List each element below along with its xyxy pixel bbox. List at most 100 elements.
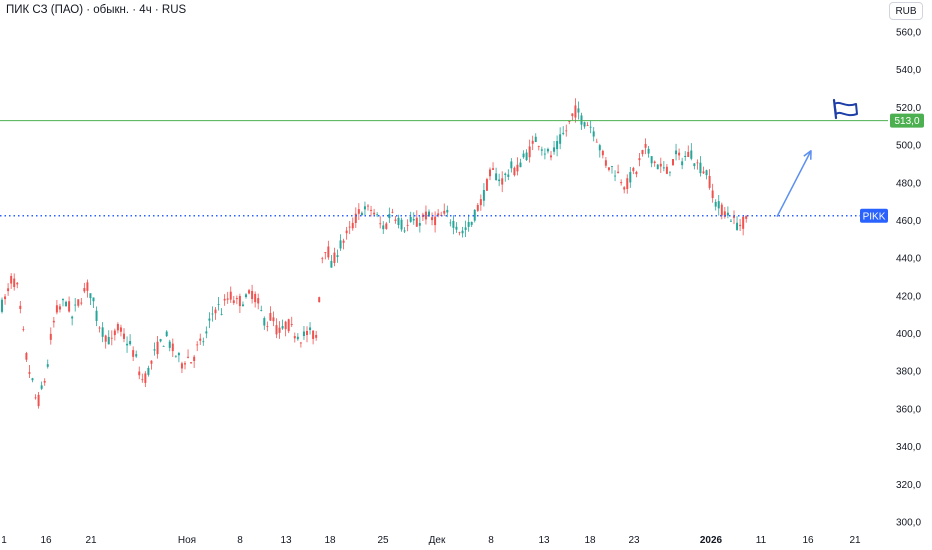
candle xyxy=(571,113,574,121)
candle xyxy=(309,322,312,335)
candle-body xyxy=(306,330,308,336)
candle-body xyxy=(482,190,485,201)
candle-body xyxy=(717,201,720,209)
symbol-label: PIKK xyxy=(863,211,886,222)
candle-body xyxy=(720,204,723,216)
candle xyxy=(287,318,290,334)
candle-body xyxy=(293,336,296,339)
candle-body xyxy=(110,337,113,339)
candle-body xyxy=(687,151,690,157)
candle-body xyxy=(248,290,251,294)
candle xyxy=(89,293,92,306)
candle xyxy=(586,122,589,126)
candle-body xyxy=(254,293,257,303)
x-tick-label: 16 xyxy=(802,535,814,546)
candle-body xyxy=(626,178,629,190)
candle xyxy=(513,166,516,177)
candle xyxy=(559,127,562,150)
candle xyxy=(476,202,479,212)
candle-body xyxy=(672,159,674,166)
candle xyxy=(357,203,360,221)
candle-body xyxy=(458,232,461,234)
price-axis-area[interactable] xyxy=(888,0,932,550)
currency-selector[interactable]: RUB xyxy=(889,2,923,20)
candle xyxy=(190,362,193,364)
candle xyxy=(656,163,659,170)
time-axis[interactable]: 1 16 21 Ноя 8 13 18 25 Дек 8 13 18 23 2026 11 16 21 xyxy=(1,535,861,546)
candle xyxy=(711,183,714,203)
flag-icon[interactable] xyxy=(832,98,858,120)
candle xyxy=(668,171,671,177)
y-tick-label: 460,0 xyxy=(896,216,921,227)
candle xyxy=(745,215,748,223)
candle xyxy=(589,120,592,134)
candle-body xyxy=(199,338,202,341)
candle xyxy=(342,238,345,250)
candle-body xyxy=(403,230,406,232)
candle xyxy=(330,254,333,268)
candle-body xyxy=(376,214,379,216)
candle xyxy=(720,202,723,220)
candle-body xyxy=(187,356,190,358)
candle xyxy=(144,371,147,388)
candle-body xyxy=(492,168,495,170)
candle xyxy=(232,295,235,305)
candle xyxy=(519,158,522,168)
x-tick-label: 21 xyxy=(85,535,97,546)
candle xyxy=(556,135,559,157)
candle xyxy=(299,341,302,348)
candle xyxy=(260,305,263,312)
candle-body xyxy=(266,326,269,328)
candle xyxy=(184,361,186,370)
candle xyxy=(333,247,336,267)
candle xyxy=(376,212,379,218)
candle-body xyxy=(28,372,31,374)
candle xyxy=(141,373,144,383)
candle-body xyxy=(49,333,52,340)
candle xyxy=(217,296,220,311)
candle xyxy=(562,126,565,136)
candle xyxy=(37,392,40,409)
candle xyxy=(397,214,400,229)
candle xyxy=(7,283,10,296)
candle-body xyxy=(543,153,546,155)
candle-body xyxy=(141,379,144,381)
candle xyxy=(77,299,80,308)
candle xyxy=(123,328,125,343)
candle xyxy=(641,149,644,157)
candle xyxy=(324,252,327,260)
candle xyxy=(729,219,732,222)
candle-body xyxy=(546,148,549,152)
candle-body xyxy=(409,216,412,222)
candle-body xyxy=(379,223,382,225)
candle-body xyxy=(592,131,595,137)
candle xyxy=(132,346,135,362)
x-tick-label: 2026 xyxy=(700,535,723,546)
candle xyxy=(665,164,668,175)
candle-body xyxy=(370,209,373,211)
candle xyxy=(394,215,397,224)
candle xyxy=(1,297,3,314)
candle xyxy=(479,194,482,211)
projection-arrow[interactable] xyxy=(776,149,812,218)
candle-body xyxy=(711,190,714,199)
candle-body xyxy=(284,321,287,330)
candle xyxy=(113,328,116,341)
candle xyxy=(226,291,229,304)
candle-body xyxy=(89,293,92,299)
candle xyxy=(406,219,409,232)
candle-body xyxy=(299,342,302,344)
candle-body xyxy=(107,336,110,345)
candle-body xyxy=(238,296,241,307)
candle xyxy=(95,306,98,327)
candle xyxy=(272,311,275,327)
candle-body xyxy=(92,297,95,302)
y-tick-label: 360,0 xyxy=(896,404,921,415)
price-axis[interactable]: 560,0 540,0 520,0 500,0 480,0 460,0 440,0 420,0… xyxy=(860,0,932,550)
candle-body xyxy=(528,146,531,158)
candle xyxy=(235,295,238,305)
candle xyxy=(269,306,272,321)
candle-body xyxy=(113,330,116,336)
candle-body xyxy=(586,125,589,126)
